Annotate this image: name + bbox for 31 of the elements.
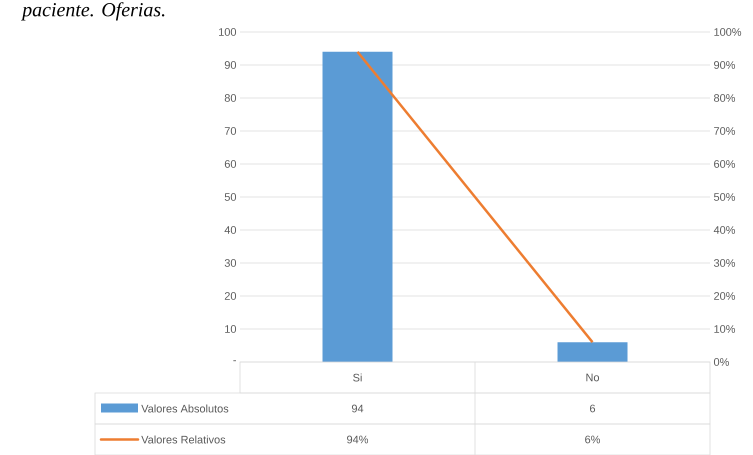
y-tick-label: 50 bbox=[224, 192, 236, 201]
y2-tick-label: 50% bbox=[714, 192, 736, 201]
data-label: 6 bbox=[590, 404, 596, 412]
legend-label: Valores Relativos bbox=[141, 435, 226, 444]
x-tick-label: No bbox=[586, 373, 600, 382]
y2-tick-label: 40% bbox=[714, 226, 736, 234]
y-tick-label: 30 bbox=[224, 258, 236, 267]
y-tick-label: 20 bbox=[224, 292, 236, 300]
y2-tick-label: 30% bbox=[714, 258, 736, 267]
y2-tick-label: 80% bbox=[714, 94, 736, 102]
y-tick-label: 70 bbox=[224, 126, 236, 135]
y-tick-label: 40 bbox=[224, 226, 236, 234]
y-tick-label: - bbox=[233, 360, 236, 361]
legend-label: Valores Absolutos bbox=[141, 404, 228, 412]
data-label: 94% bbox=[347, 435, 368, 444]
x-tick-label: Si bbox=[353, 373, 362, 382]
y-tick-label: 10 bbox=[225, 324, 236, 333]
y2-tick-label: 90% bbox=[714, 60, 736, 69]
y2-tick-label: 10% bbox=[714, 324, 736, 333]
y2-tick-label: 100% bbox=[714, 28, 742, 36]
y2-tick-label: 60% bbox=[714, 160, 736, 168]
y2-tick-label: 20% bbox=[714, 292, 736, 300]
y-tick-label: 60 bbox=[224, 160, 236, 168]
chart-title: paciente. Oferias. bbox=[21, 2, 164, 20]
y-tick-label: 80 bbox=[224, 94, 236, 102]
data-label: 6% bbox=[585, 435, 600, 444]
y-tick-label: 90 bbox=[224, 60, 236, 69]
y-tick-label: 100 bbox=[219, 28, 236, 36]
y2-tick-label: 70% bbox=[714, 126, 736, 135]
y2-tick-label: 0% bbox=[714, 358, 729, 366]
data-label: 94 bbox=[352, 404, 364, 412]
